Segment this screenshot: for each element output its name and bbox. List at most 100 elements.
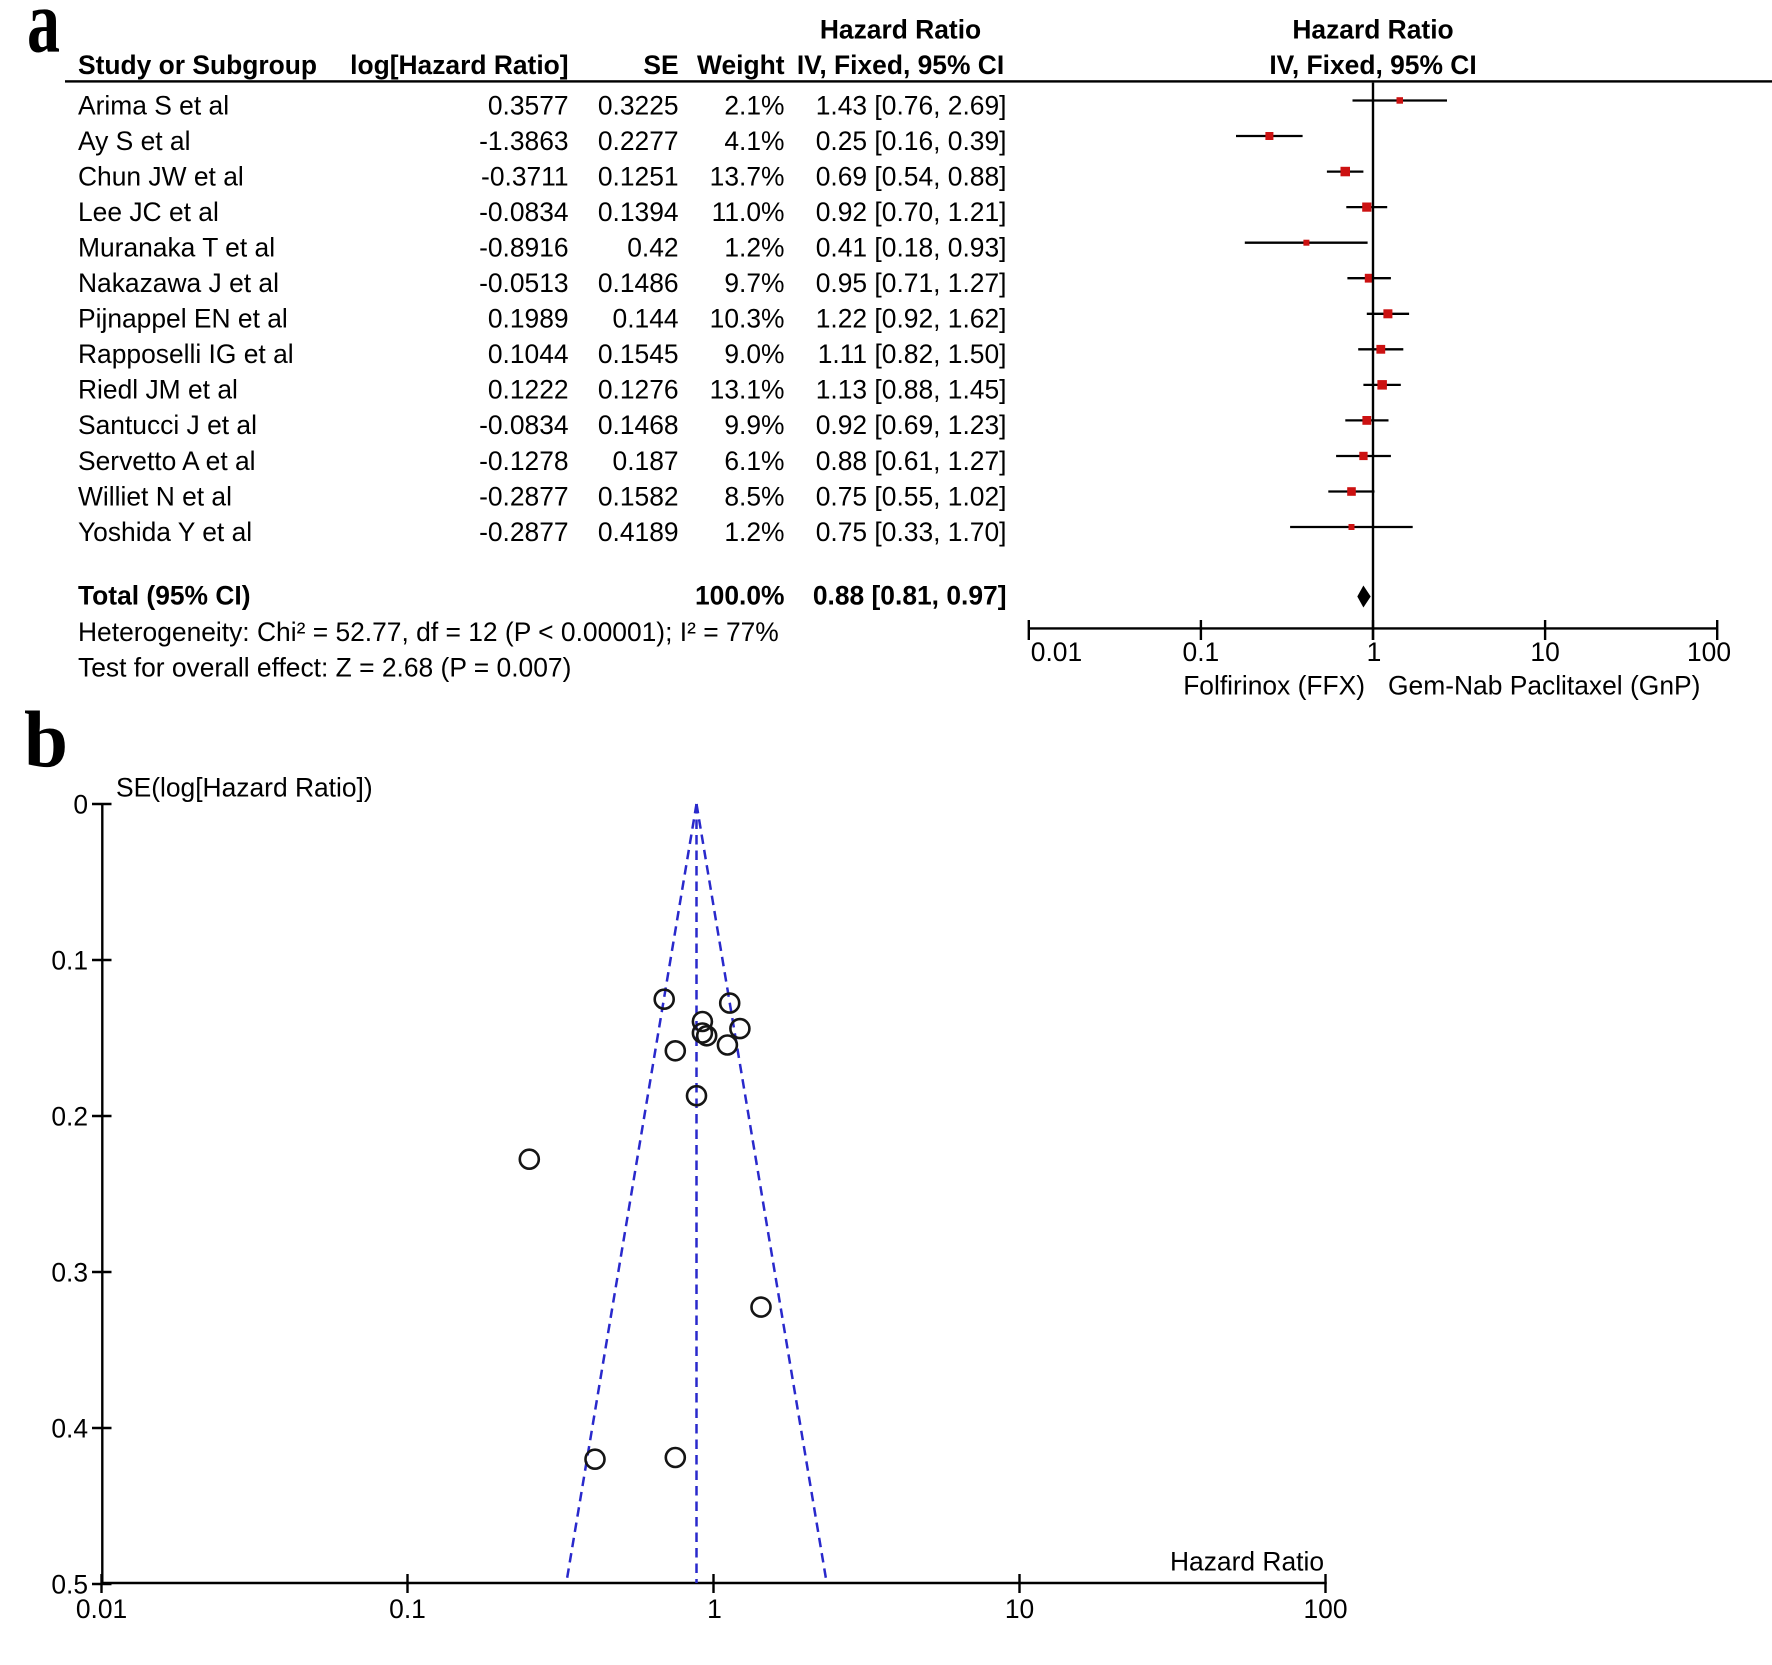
svg-text:Yoshida Y et al: Yoshida Y et al — [78, 517, 252, 547]
svg-text:0.01: 0.01 — [1031, 637, 1082, 667]
svg-text:0.42: 0.42 — [627, 233, 678, 263]
svg-text:0.1545: 0.1545 — [598, 339, 679, 369]
svg-text:0.187: 0.187 — [613, 446, 679, 476]
svg-text:11.0%: 11.0% — [712, 197, 785, 227]
svg-text:0.88 [0.61, 1.27]: 0.88 [0.61, 1.27] — [816, 446, 1007, 476]
svg-text:6.1%: 6.1% — [724, 446, 784, 476]
svg-text:2.1%: 2.1% — [724, 90, 784, 120]
svg-text:log[Hazard Ratio]: log[Hazard Ratio] — [350, 50, 568, 80]
svg-text:0.92 [0.70, 1.21]: 0.92 [0.70, 1.21] — [816, 197, 1007, 227]
svg-text:-0.2877: -0.2877 — [479, 517, 569, 547]
svg-text:0.1582: 0.1582 — [598, 481, 679, 511]
svg-text:0.92 [0.69, 1.23]: 0.92 [0.69, 1.23] — [816, 410, 1007, 440]
svg-text:0.75 [0.33, 1.70]: 0.75 [0.33, 1.70] — [816, 517, 1007, 547]
svg-text:Hazard Ratio: Hazard Ratio — [1292, 15, 1453, 45]
svg-text:Folfirinox (FFX): Folfirinox (FFX) — [1183, 671, 1365, 701]
svg-text:0.2277: 0.2277 — [598, 126, 679, 156]
svg-text:1.43 [0.76, 2.69]: 1.43 [0.76, 2.69] — [816, 90, 1007, 120]
svg-text:1: 1 — [707, 1594, 722, 1624]
svg-text:SE(log[Hazard Ratio]): SE(log[Hazard Ratio]) — [116, 773, 373, 803]
svg-text:0.4189: 0.4189 — [598, 517, 679, 547]
svg-text:0.144: 0.144 — [613, 304, 679, 334]
svg-text:9.0%: 9.0% — [724, 339, 784, 369]
svg-text:b: b — [24, 695, 68, 785]
svg-text:0.1: 0.1 — [389, 1594, 426, 1624]
svg-text:10.3%: 10.3% — [710, 304, 785, 334]
svg-text:0.88 [0.81, 0.97]: 0.88 [0.81, 0.97] — [813, 581, 1007, 611]
svg-text:0.95 [0.71, 1.27]: 0.95 [0.71, 1.27] — [816, 268, 1007, 298]
svg-text:0.3577: 0.3577 — [488, 90, 569, 120]
svg-text:-0.0834: -0.0834 — [479, 410, 569, 440]
svg-text:0.69 [0.54, 0.88]: 0.69 [0.54, 0.88] — [816, 161, 1007, 191]
svg-text:0.1: 0.1 — [1183, 637, 1220, 667]
svg-text:Ay S et al: Ay S et al — [78, 126, 190, 156]
svg-text:Riedl JM et al: Riedl JM et al — [78, 375, 238, 405]
svg-text:1.2%: 1.2% — [724, 233, 784, 263]
svg-text:0.1394: 0.1394 — [598, 197, 679, 227]
svg-text:Weight: Weight — [697, 50, 785, 80]
svg-text:0.1222: 0.1222 — [488, 375, 569, 405]
svg-text:IV, Fixed, 95% CI: IV, Fixed, 95% CI — [1269, 50, 1476, 80]
svg-text:Lee JC et al: Lee JC et al — [78, 197, 219, 227]
svg-text:Pijnappel EN et al: Pijnappel EN et al — [78, 304, 288, 334]
svg-text:0.25 [0.16, 0.39]: 0.25 [0.16, 0.39] — [816, 126, 1007, 156]
svg-text:-0.8916: -0.8916 — [479, 233, 569, 263]
svg-text:Gem-Nab Paclitaxel (GnP): Gem-Nab Paclitaxel (GnP) — [1388, 671, 1700, 701]
svg-text:13.1%: 13.1% — [710, 375, 785, 405]
svg-text:100.0%: 100.0% — [695, 581, 785, 611]
svg-text:0.1486: 0.1486 — [598, 268, 679, 298]
svg-text:SE: SE — [643, 50, 678, 80]
svg-text:0.1044: 0.1044 — [488, 339, 569, 369]
svg-text:Rapposelli IG et al: Rapposelli IG et al — [78, 339, 294, 369]
svg-text:Arima S et al: Arima S et al — [78, 90, 229, 120]
svg-text:0.3225: 0.3225 — [598, 90, 679, 120]
svg-text:4.1%: 4.1% — [724, 126, 784, 156]
svg-text:-0.0834: -0.0834 — [479, 197, 569, 227]
svg-text:Williet N et al: Williet N et al — [78, 481, 232, 511]
svg-text:Hazard Ratio: Hazard Ratio — [820, 15, 981, 45]
svg-text:1.13 [0.88, 1.45]: 1.13 [0.88, 1.45] — [816, 375, 1007, 405]
svg-text:1.11 [0.82, 1.50]: 1.11 [0.82, 1.50] — [818, 339, 1007, 369]
svg-text:Heterogeneity: Chi² = 52.77, d: Heterogeneity: Chi² = 52.77, df = 12 (P … — [78, 617, 779, 647]
svg-text:Study or Subgroup: Study or Subgroup — [78, 50, 317, 80]
svg-text:10: 10 — [1530, 637, 1559, 667]
svg-text:0.75 [0.55, 1.02]: 0.75 [0.55, 1.02] — [816, 481, 1007, 511]
svg-text:100: 100 — [1687, 637, 1731, 667]
svg-text:a: a — [27, 0, 60, 72]
svg-text:0.41 [0.18, 0.93]: 0.41 [0.18, 0.93] — [816, 233, 1007, 263]
svg-text:0.1468: 0.1468 — [598, 410, 679, 440]
svg-text:0.5: 0.5 — [51, 1570, 88, 1600]
svg-text:13.7%: 13.7% — [710, 161, 785, 191]
svg-text:10: 10 — [1005, 1594, 1034, 1624]
svg-text:-0.2877: -0.2877 — [479, 481, 569, 511]
svg-text:0.2: 0.2 — [51, 1102, 88, 1132]
svg-text:-1.3863: -1.3863 — [479, 126, 569, 156]
svg-text:0.3: 0.3 — [51, 1258, 88, 1288]
svg-text:8.5%: 8.5% — [724, 481, 784, 511]
svg-text:9.7%: 9.7% — [724, 268, 784, 298]
svg-text:0.4: 0.4 — [51, 1414, 88, 1444]
svg-text:9.9%: 9.9% — [724, 410, 784, 440]
svg-text:Santucci J et al: Santucci J et al — [78, 410, 257, 440]
svg-text:0.1989: 0.1989 — [488, 304, 569, 334]
svg-text:Servetto A et al: Servetto A et al — [78, 446, 256, 476]
svg-text:Chun JW et al: Chun JW et al — [78, 161, 244, 191]
svg-text:-0.0513: -0.0513 — [479, 268, 569, 298]
svg-text:Nakazawa J et al: Nakazawa J et al — [78, 268, 279, 298]
svg-text:0.01: 0.01 — [76, 1594, 127, 1624]
svg-text:0.1: 0.1 — [51, 946, 88, 976]
svg-text:-0.3711: -0.3711 — [481, 161, 569, 191]
svg-text:0.1251: 0.1251 — [598, 161, 679, 191]
svg-text:Test for overall effect: Z = 2: Test for overall effect: Z = 2.68 (P = 0… — [78, 653, 571, 683]
svg-text:0.1276: 0.1276 — [598, 375, 679, 405]
svg-text:-0.1278: -0.1278 — [479, 446, 569, 476]
svg-text:100: 100 — [1303, 1594, 1347, 1624]
svg-text:Muranaka T et al: Muranaka T et al — [78, 233, 275, 263]
svg-text:1: 1 — [1367, 637, 1382, 667]
svg-text:Total (95% CI): Total (95% CI) — [78, 581, 251, 611]
svg-text:1.22 [0.92, 1.62]: 1.22 [0.92, 1.62] — [816, 304, 1007, 334]
svg-text:1.2%: 1.2% — [724, 517, 784, 547]
svg-text:IV, Fixed, 95% CI: IV, Fixed, 95% CI — [797, 50, 1004, 80]
svg-text:Hazard Ratio: Hazard Ratio — [1170, 1547, 1324, 1577]
svg-text:0: 0 — [73, 790, 88, 820]
